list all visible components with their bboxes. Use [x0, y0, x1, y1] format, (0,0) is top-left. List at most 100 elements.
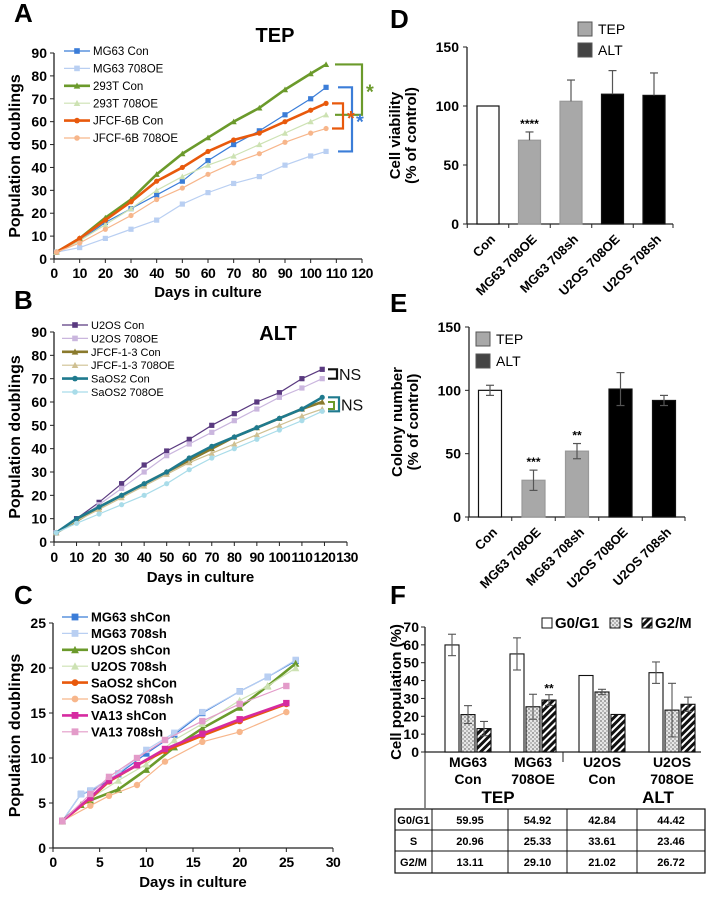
legend-item: TEP [577, 21, 625, 37]
significance-bracket: * [335, 63, 374, 116]
data-point [254, 406, 260, 412]
data-point [291, 664, 300, 672]
y-tick-label: 100 [438, 382, 462, 398]
x-tick-label: 70 [204, 549, 219, 565]
legend-marker [72, 322, 78, 328]
legend-item: MG63 708sh [62, 626, 167, 641]
y-tick-label: 10 [31, 228, 47, 244]
legend-item: MG63 Con [64, 46, 149, 58]
legend-label: JFCF-6B 708OE [93, 133, 178, 145]
data-point [105, 777, 113, 784]
significance-label: ** [544, 682, 554, 696]
y-tick-label: 150 [438, 319, 462, 335]
x-tick-label: 120 [314, 549, 337, 565]
panel-label: B [14, 285, 33, 315]
data-point [115, 770, 122, 777]
x-tick-label: 10 [69, 549, 84, 565]
series-line [56, 150, 327, 253]
bar [444, 644, 460, 753]
data-point [128, 199, 134, 205]
data-point [102, 221, 109, 228]
x-tick-label: 10 [72, 265, 87, 281]
legend-label: JFCF-6B Con [93, 116, 163, 128]
legend-label: SaOS2 708OE [91, 387, 164, 399]
data-point [87, 787, 94, 794]
data-point [236, 688, 243, 695]
table-cell: 23.46 [657, 836, 685, 848]
bar [564, 450, 590, 518]
table-cell: 33.61 [588, 836, 616, 848]
data-point [256, 104, 263, 111]
legend-swatch [475, 353, 491, 369]
data-point [199, 717, 206, 725]
series-mg63-708oe [53, 148, 329, 255]
bar [578, 674, 594, 753]
legend-swatch [641, 617, 653, 629]
data-point [254, 399, 260, 405]
data-point [105, 773, 113, 781]
table-border [394, 808, 706, 874]
legend-swatch [541, 617, 553, 629]
data-point [179, 173, 186, 180]
chart-A: 0 10 20 30 40 50 60 70 80 90 0 10 20 30 40 50 60 70 80 90 10… [7, 25, 374, 301]
panel-label: C [14, 580, 33, 610]
data-point [87, 802, 94, 809]
legend-marker [71, 361, 79, 368]
data-point [291, 659, 300, 667]
legend-label: TEP [598, 21, 625, 37]
legend-item: G2/M [641, 615, 692, 632]
bracket-line [338, 86, 354, 153]
data-point [128, 212, 134, 219]
data-point [102, 217, 108, 223]
x-tick-label: 0 [50, 549, 58, 565]
x-tick-label: 90 [278, 265, 293, 281]
legend-item: SaOS2 Con [62, 374, 150, 386]
legend-label: U2OS 708OE [91, 333, 158, 345]
x-tick-label: 30 [124, 265, 139, 281]
data-point [256, 151, 262, 157]
data-point [276, 415, 282, 421]
data-point [119, 481, 125, 487]
bracket-line [328, 368, 339, 380]
x-tick-label: 15 [186, 854, 201, 870]
series-jfcf-6b-708oe [53, 125, 329, 255]
data-point [319, 408, 325, 414]
x-tick-label: Con [472, 524, 501, 553]
legend-item: VA13 708sh [62, 724, 163, 739]
data-point [171, 729, 178, 736]
x-tick-label: 60 [201, 265, 216, 281]
legend-label: G0/G1 [555, 615, 599, 632]
x-tick-label: 40 [137, 549, 152, 565]
panel-label: D [390, 4, 409, 34]
data-point [141, 481, 147, 487]
data-point [209, 443, 215, 449]
data-point [205, 171, 211, 177]
significance-label: **** [520, 117, 539, 131]
data-point [308, 107, 314, 113]
y-tick-label: 15 [30, 705, 46, 721]
significance-label: * [356, 111, 364, 133]
legend-item: SaOS2 shCon [62, 675, 177, 690]
data-point [281, 130, 289, 136]
data-point [276, 427, 282, 433]
y-tick-label: 60 [31, 394, 47, 410]
data-point [236, 728, 243, 736]
data-point [319, 366, 325, 372]
group-label-alt: ALT [642, 788, 674, 807]
series-line [55, 102, 327, 254]
data-point [231, 434, 237, 440]
data-point [204, 162, 212, 168]
data-point [323, 125, 329, 132]
y-tick-label: 30 [403, 690, 419, 706]
data-point [308, 153, 314, 159]
data-point [186, 459, 193, 466]
legend-item: ALT [475, 353, 521, 369]
y-tick-label: 50 [445, 446, 461, 462]
legend-marker [72, 389, 78, 395]
series-va13-708sh [59, 682, 290, 825]
table-cell: 25.33 [524, 836, 552, 848]
y-axis-title: Colony number [389, 367, 406, 477]
data-point [307, 118, 314, 125]
y-tick-label: 0 [453, 509, 461, 525]
